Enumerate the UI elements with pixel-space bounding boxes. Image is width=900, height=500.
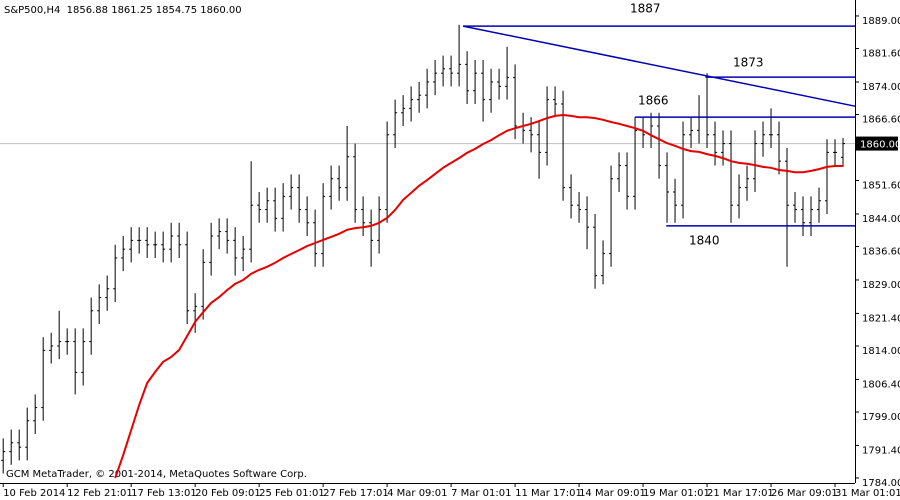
annotation: 1887 bbox=[630, 2, 661, 16]
x-tick-label: 12 Feb 21:01 bbox=[67, 488, 133, 499]
y-tick-label: 1814.00 bbox=[862, 346, 900, 357]
y-tick-label: 1874.00 bbox=[862, 82, 900, 93]
y-tick-label: 1821.40 bbox=[862, 313, 900, 324]
y-tick-label: 1866.60 bbox=[862, 115, 900, 126]
y-tick-label: 1799.00 bbox=[862, 412, 900, 423]
y-tick-label: 1791.40 bbox=[862, 445, 900, 456]
y-tick-label: 1784.00 bbox=[862, 478, 900, 489]
trend-line bbox=[462, 25, 856, 107]
price-label: 1860.00 bbox=[860, 140, 900, 151]
x-tick-label: 27 Feb 17:01 bbox=[323, 488, 389, 499]
annotation: 1840 bbox=[689, 234, 720, 248]
x-tick-label: 17 Feb 13:01 bbox=[131, 488, 197, 499]
moving-average bbox=[114, 113, 843, 479]
annotation: 1873 bbox=[733, 56, 764, 70]
y-tick-label: 1836.60 bbox=[862, 247, 900, 258]
x-tick-label: 19 Mar 01:01 bbox=[643, 488, 710, 499]
y-tick-label: 1844.00 bbox=[862, 214, 900, 225]
x-tick-label: 31 Mar 01:01 bbox=[835, 488, 900, 499]
x-tick-label: 4 Mar 09:01 bbox=[387, 488, 447, 499]
x-tick-label: 10 Feb 2014 bbox=[3, 488, 65, 499]
x-tick-label: 20 Feb 09:01 bbox=[195, 488, 261, 499]
x-tick-label: 26 Mar 09:01 bbox=[771, 488, 838, 499]
y-tick-label: 1881.60 bbox=[862, 49, 900, 60]
y-tick-label: 1806.40 bbox=[862, 379, 900, 390]
y-tick-label: 1829.00 bbox=[862, 280, 900, 291]
price-box bbox=[856, 136, 898, 151]
y-tick-label: 1851.60 bbox=[862, 181, 900, 192]
x-tick-label: 25 Feb 01:01 bbox=[259, 488, 325, 499]
chart-title: S&P500,H4 1856.88 1861.25 1854.75 1860.0… bbox=[4, 5, 242, 16]
x-tick-label: 14 Mar 09:01 bbox=[579, 488, 646, 499]
x-tick-label: 7 Mar 01:01 bbox=[451, 488, 511, 499]
x-tick-label: 21 Mar 17:01 bbox=[707, 488, 774, 499]
y-tick-label: 1889.00 bbox=[862, 16, 900, 27]
annotation: 1866 bbox=[638, 94, 669, 108]
credit: GCM MetaTrader, © 2001-2014, MetaQuotes … bbox=[6, 469, 307, 480]
x-tick-label: 11 Mar 17:01 bbox=[515, 488, 582, 499]
